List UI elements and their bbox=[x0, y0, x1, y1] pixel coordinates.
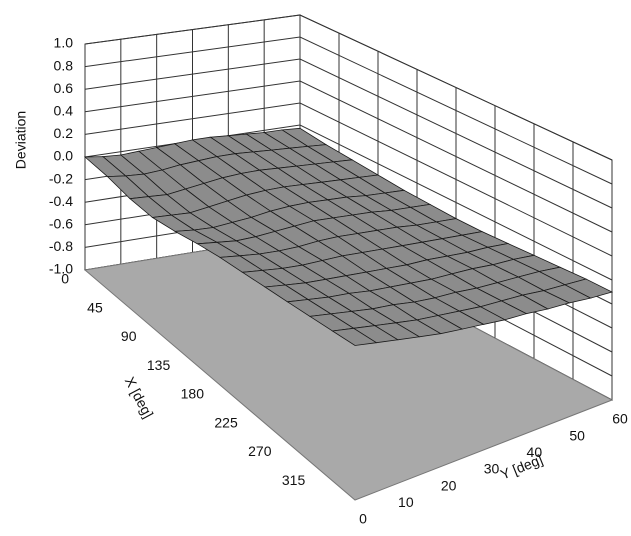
x-tick-label: 90 bbox=[121, 328, 137, 344]
z-tick-label: -0.6 bbox=[49, 216, 73, 232]
y-tick-label: 20 bbox=[441, 477, 457, 493]
z-tick-label: 0.8 bbox=[54, 57, 74, 73]
y-tick-label: 0 bbox=[359, 511, 367, 527]
z-tick-label: -1.0 bbox=[49, 261, 73, 277]
z-tick-label: 0.0 bbox=[54, 148, 74, 164]
x-tick-label: 180 bbox=[181, 386, 205, 402]
z-tick-label: -0.4 bbox=[49, 193, 73, 209]
y-tick-label: 40 bbox=[527, 444, 543, 460]
z-tick-label: -0.8 bbox=[49, 238, 73, 254]
x-tick-label: 135 bbox=[147, 357, 171, 373]
surface-cell bbox=[331, 327, 378, 346]
y-tick-label: 60 bbox=[612, 411, 628, 427]
z-tick-label: -0.2 bbox=[49, 170, 73, 186]
x-tick-label: 0 bbox=[61, 271, 69, 287]
x-axis-label: X [deg] bbox=[122, 374, 157, 421]
x-tick-label: 315 bbox=[282, 472, 306, 488]
x-tick-label: 270 bbox=[248, 443, 272, 459]
y-tick-label: 50 bbox=[569, 427, 585, 443]
z-tick-label: 0.4 bbox=[54, 103, 74, 119]
y-tick-label: 10 bbox=[398, 494, 414, 510]
y-tick-label: 30 bbox=[484, 461, 500, 477]
x-tick-label: 45 bbox=[87, 299, 103, 315]
z-axis-label: Deviation bbox=[13, 111, 29, 169]
x-tick-label: 225 bbox=[214, 414, 238, 430]
z-tick-label: 0.2 bbox=[54, 125, 74, 141]
z-tick-label: 0.6 bbox=[54, 80, 74, 96]
z-tick-label: 1.0 bbox=[54, 35, 74, 51]
